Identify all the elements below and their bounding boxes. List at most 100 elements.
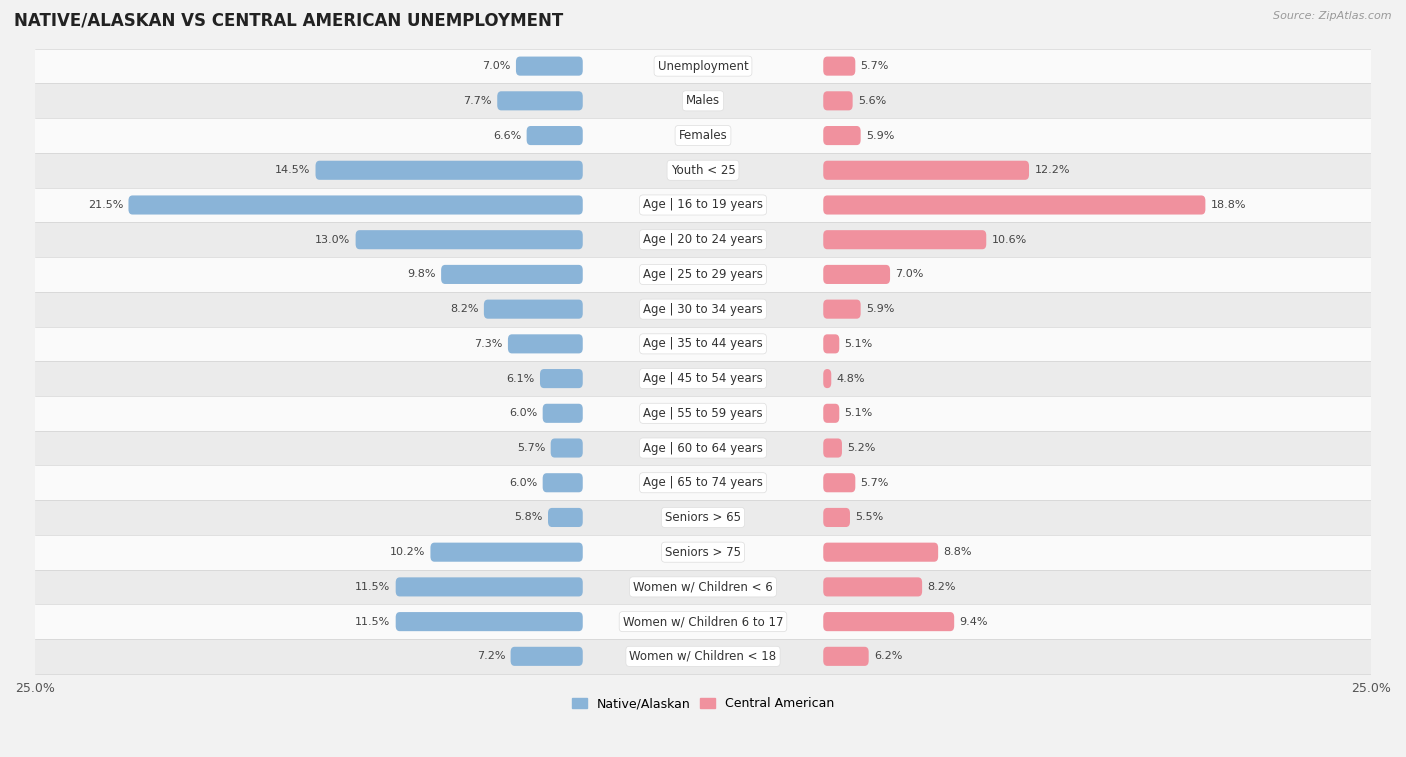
FancyBboxPatch shape <box>441 265 582 284</box>
FancyBboxPatch shape <box>824 57 855 76</box>
Bar <box>35 48 1371 83</box>
FancyBboxPatch shape <box>430 543 582 562</box>
FancyBboxPatch shape <box>548 508 582 527</box>
Text: Age | 65 to 74 years: Age | 65 to 74 years <box>643 476 763 489</box>
FancyBboxPatch shape <box>824 403 839 423</box>
Text: Age | 45 to 54 years: Age | 45 to 54 years <box>643 372 763 385</box>
Text: 14.5%: 14.5% <box>274 165 311 176</box>
FancyBboxPatch shape <box>540 369 582 388</box>
FancyBboxPatch shape <box>510 646 582 666</box>
Text: 6.6%: 6.6% <box>494 130 522 141</box>
FancyBboxPatch shape <box>484 300 582 319</box>
Text: 12.2%: 12.2% <box>1035 165 1070 176</box>
Text: Age | 60 to 64 years: Age | 60 to 64 years <box>643 441 763 454</box>
Text: Women w/ Children 6 to 17: Women w/ Children 6 to 17 <box>623 615 783 628</box>
Text: 5.9%: 5.9% <box>866 304 894 314</box>
Text: Source: ZipAtlas.com: Source: ZipAtlas.com <box>1274 11 1392 21</box>
Text: 8.2%: 8.2% <box>450 304 478 314</box>
FancyBboxPatch shape <box>508 335 582 354</box>
Text: Age | 25 to 29 years: Age | 25 to 29 years <box>643 268 763 281</box>
FancyBboxPatch shape <box>128 195 582 214</box>
Bar <box>35 534 1371 569</box>
Text: 21.5%: 21.5% <box>87 200 124 210</box>
FancyBboxPatch shape <box>824 473 855 492</box>
FancyBboxPatch shape <box>824 543 938 562</box>
FancyBboxPatch shape <box>356 230 582 249</box>
Bar <box>35 500 1371 534</box>
FancyBboxPatch shape <box>824 265 890 284</box>
Text: Age | 35 to 44 years: Age | 35 to 44 years <box>643 338 763 350</box>
Bar <box>35 291 1371 326</box>
Text: Females: Females <box>679 129 727 142</box>
Text: 4.8%: 4.8% <box>837 374 865 384</box>
Text: 6.0%: 6.0% <box>509 408 537 419</box>
Text: 5.7%: 5.7% <box>860 478 889 488</box>
Text: 5.2%: 5.2% <box>848 443 876 453</box>
Text: 6.0%: 6.0% <box>509 478 537 488</box>
Text: Unemployment: Unemployment <box>658 60 748 73</box>
FancyBboxPatch shape <box>315 160 582 180</box>
Text: Age | 55 to 59 years: Age | 55 to 59 years <box>643 407 763 420</box>
Text: NATIVE/ALASKAN VS CENTRAL AMERICAN UNEMPLOYMENT: NATIVE/ALASKAN VS CENTRAL AMERICAN UNEMP… <box>14 11 564 30</box>
Text: 5.9%: 5.9% <box>866 130 894 141</box>
Text: Seniors > 75: Seniors > 75 <box>665 546 741 559</box>
FancyBboxPatch shape <box>824 578 922 597</box>
Text: Age | 20 to 24 years: Age | 20 to 24 years <box>643 233 763 246</box>
Text: 9.4%: 9.4% <box>959 617 988 627</box>
Text: 8.2%: 8.2% <box>928 582 956 592</box>
FancyBboxPatch shape <box>395 578 582 597</box>
FancyBboxPatch shape <box>824 335 839 354</box>
Bar <box>35 396 1371 431</box>
FancyBboxPatch shape <box>551 438 582 457</box>
FancyBboxPatch shape <box>824 230 986 249</box>
FancyBboxPatch shape <box>543 473 582 492</box>
Text: 5.1%: 5.1% <box>845 339 873 349</box>
Text: 5.7%: 5.7% <box>860 61 889 71</box>
FancyBboxPatch shape <box>543 403 582 423</box>
FancyBboxPatch shape <box>824 369 831 388</box>
Bar <box>35 361 1371 396</box>
Text: 7.2%: 7.2% <box>477 651 505 662</box>
Text: Seniors > 65: Seniors > 65 <box>665 511 741 524</box>
Text: Women w/ Children < 6: Women w/ Children < 6 <box>633 581 773 593</box>
FancyBboxPatch shape <box>824 508 851 527</box>
Bar <box>35 326 1371 361</box>
Text: 7.7%: 7.7% <box>464 96 492 106</box>
FancyBboxPatch shape <box>824 195 1205 214</box>
FancyBboxPatch shape <box>824 646 869 666</box>
FancyBboxPatch shape <box>824 126 860 145</box>
Bar <box>35 431 1371 466</box>
Legend: Native/Alaskan, Central American: Native/Alaskan, Central American <box>567 692 839 715</box>
FancyBboxPatch shape <box>527 126 582 145</box>
FancyBboxPatch shape <box>498 92 582 111</box>
FancyBboxPatch shape <box>395 612 582 631</box>
FancyBboxPatch shape <box>824 160 1029 180</box>
Text: 6.1%: 6.1% <box>506 374 534 384</box>
FancyBboxPatch shape <box>824 92 852 111</box>
Text: 5.7%: 5.7% <box>517 443 546 453</box>
Text: 7.0%: 7.0% <box>482 61 510 71</box>
FancyBboxPatch shape <box>824 438 842 457</box>
FancyBboxPatch shape <box>824 612 955 631</box>
Text: 11.5%: 11.5% <box>356 617 391 627</box>
Bar <box>35 604 1371 639</box>
Bar <box>35 223 1371 257</box>
Text: 11.5%: 11.5% <box>356 582 391 592</box>
Bar <box>35 569 1371 604</box>
Bar <box>35 639 1371 674</box>
FancyBboxPatch shape <box>516 57 582 76</box>
Text: 9.8%: 9.8% <box>408 269 436 279</box>
Text: 10.2%: 10.2% <box>389 547 425 557</box>
Text: 5.6%: 5.6% <box>858 96 886 106</box>
Text: 5.5%: 5.5% <box>855 512 883 522</box>
Bar <box>35 257 1371 291</box>
Bar <box>35 188 1371 223</box>
Text: Males: Males <box>686 95 720 107</box>
Text: 8.8%: 8.8% <box>943 547 972 557</box>
Text: 18.8%: 18.8% <box>1211 200 1246 210</box>
Text: Youth < 25: Youth < 25 <box>671 164 735 177</box>
Text: 13.0%: 13.0% <box>315 235 350 245</box>
Bar <box>35 118 1371 153</box>
Bar <box>35 466 1371 500</box>
FancyBboxPatch shape <box>824 300 860 319</box>
